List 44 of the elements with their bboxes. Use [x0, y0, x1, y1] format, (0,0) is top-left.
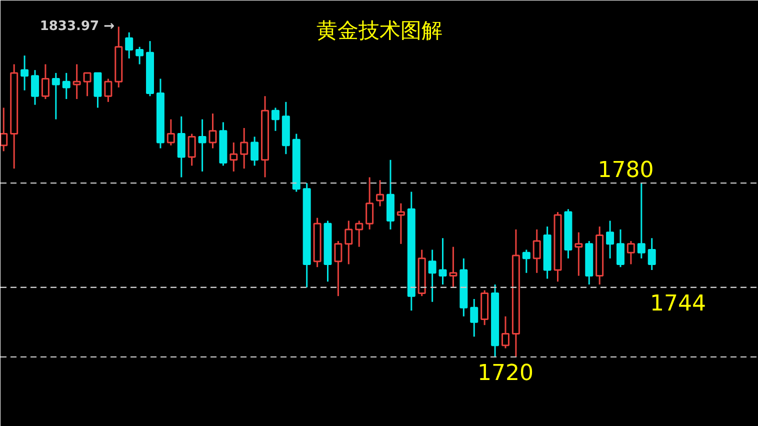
- ref-line-label: 1780: [598, 158, 654, 184]
- candlestick: [104, 78, 112, 103]
- candlestick: [616, 228, 624, 268]
- candlestick: [72, 64, 81, 100]
- annotation: 1833.97 →: [40, 19, 115, 34]
- candlestick: [532, 228, 541, 274]
- candlestick: [125, 32, 134, 60]
- candlestick: [501, 316, 510, 350]
- candlestick: [177, 116, 186, 178]
- candlestick: [396, 202, 405, 245]
- text: 黄金技术图解: [316, 18, 442, 42]
- candlestick: [376, 179, 384, 208]
- candlestick: [449, 246, 458, 288]
- candlestick: [606, 220, 614, 260]
- ref-line-label: 1744: [650, 291, 706, 316]
- candlestick: [41, 64, 50, 100]
- candlestick: [188, 133, 196, 166]
- candlestick: [166, 118, 175, 146]
- candlestick: [522, 248, 530, 274]
- candlestick: [31, 69, 39, 106]
- candlestick: [271, 106, 280, 132]
- candlestick: [344, 220, 353, 265]
- candlestick: [240, 127, 248, 170]
- candlestick: [83, 72, 92, 97]
- candlestick: [198, 118, 206, 172]
- candlestick: [470, 298, 478, 338]
- candlestick: [334, 240, 342, 297]
- candlestick: [355, 220, 364, 248]
- candlestick: [366, 176, 374, 230]
- candlestick: [208, 112, 217, 150]
- candlestick: [20, 54, 29, 92]
- candlestick: [250, 136, 259, 166]
- candlestick: [648, 237, 656, 271]
- candlestick: [428, 248, 436, 303]
- candlestick: [52, 72, 60, 120]
- candlestick: [438, 237, 447, 286]
- candlestick: [637, 182, 646, 260]
- candlestick: [230, 142, 238, 172]
- candlestick: [94, 72, 102, 108]
- candlestick: [136, 46, 144, 66]
- candlestick: [62, 72, 70, 100]
- candlestick: [626, 240, 635, 265]
- candlestick: [574, 232, 583, 277]
- ref-line-label: 1720: [477, 360, 534, 386]
